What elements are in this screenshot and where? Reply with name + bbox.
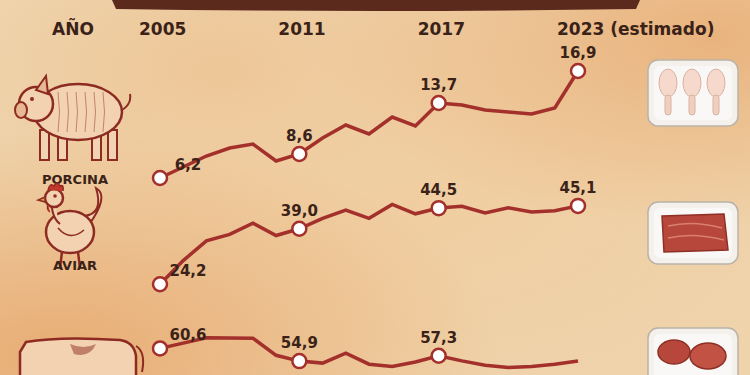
data-label: 13,7 [420, 76, 457, 94]
pig-ear [36, 76, 48, 94]
point-marker [432, 96, 446, 110]
data-label: 54,9 [281, 334, 318, 352]
pig-leg [40, 130, 49, 160]
cow-body [20, 338, 136, 375]
pig-hatch [85, 92, 87, 132]
plot-area [153, 338, 578, 368]
data-label: 45,1 [559, 179, 596, 197]
data-label: 8,6 [286, 127, 313, 145]
point-marker [432, 349, 446, 363]
point-marker [571, 199, 585, 213]
series-line [160, 204, 578, 284]
chicken-comb [48, 183, 63, 191]
x-tick-label: 2023 (estimado) [557, 19, 714, 39]
beef [662, 214, 728, 252]
chicken-wing [58, 228, 84, 236]
series-line [160, 338, 578, 368]
chicken-eye [53, 194, 57, 198]
drumstick-bone [665, 95, 671, 115]
animal-icon [20, 338, 143, 375]
x-tick-label: 2011 [278, 19, 325, 39]
drumstick [707, 69, 725, 97]
point-marker [292, 222, 306, 236]
tray-inner [654, 208, 732, 258]
tray-inner [654, 66, 732, 120]
drumstick [659, 69, 677, 97]
pig-hatch [67, 92, 69, 132]
top-ribbon [112, 0, 640, 11]
x-axis-label: AÑO [52, 17, 94, 39]
chart-root: PORCINAAÑO2005201120172023 (estimado)6,2… [0, 0, 750, 375]
pig-leg [108, 130, 117, 160]
drumstick-bone [713, 95, 719, 115]
data-label: 60,6 [169, 326, 206, 344]
data-label: 57,3 [420, 329, 457, 347]
point-marker [153, 341, 167, 355]
pig-eye [30, 97, 34, 101]
chop [690, 343, 726, 369]
trays [648, 60, 738, 375]
point-marker [153, 277, 167, 291]
chicken-beak [38, 197, 45, 202]
x-tick-label: 2017 [418, 19, 465, 39]
drumstick-bone [689, 95, 695, 115]
pig-hatch [58, 92, 60, 132]
data-label: 16,9 [559, 44, 596, 62]
point-marker [292, 354, 306, 368]
chop [658, 340, 690, 364]
pig-hatch [76, 92, 78, 132]
data-label: 44,5 [420, 181, 457, 199]
tray [648, 202, 738, 264]
tray [648, 328, 738, 375]
pig-hatch [103, 92, 105, 132]
point-marker [292, 147, 306, 161]
data-label: 24,2 [169, 262, 206, 280]
point-marker [153, 171, 167, 185]
data-label: 39,0 [281, 202, 318, 220]
point-marker [571, 64, 585, 78]
pig-snout [15, 102, 27, 118]
cow-tail [136, 346, 143, 372]
point-marker [432, 201, 446, 215]
beef-marbling [668, 223, 724, 240]
series-line [160, 71, 578, 178]
tray [648, 60, 738, 126]
data-label: 6,2 [175, 156, 202, 174]
x-tick-label: 2005 [139, 19, 186, 39]
animal-icon [15, 76, 130, 160]
chicken-body [46, 211, 94, 253]
plot-area [153, 199, 585, 291]
animal-icon [38, 183, 101, 268]
drumstick [683, 69, 701, 97]
tray-inner [654, 334, 732, 375]
row-title: AVIAR [53, 258, 97, 273]
plot-area [153, 64, 585, 185]
chicken-wattle [47, 204, 50, 212]
pig-hatch [94, 92, 96, 132]
cow-spot [70, 344, 96, 355]
